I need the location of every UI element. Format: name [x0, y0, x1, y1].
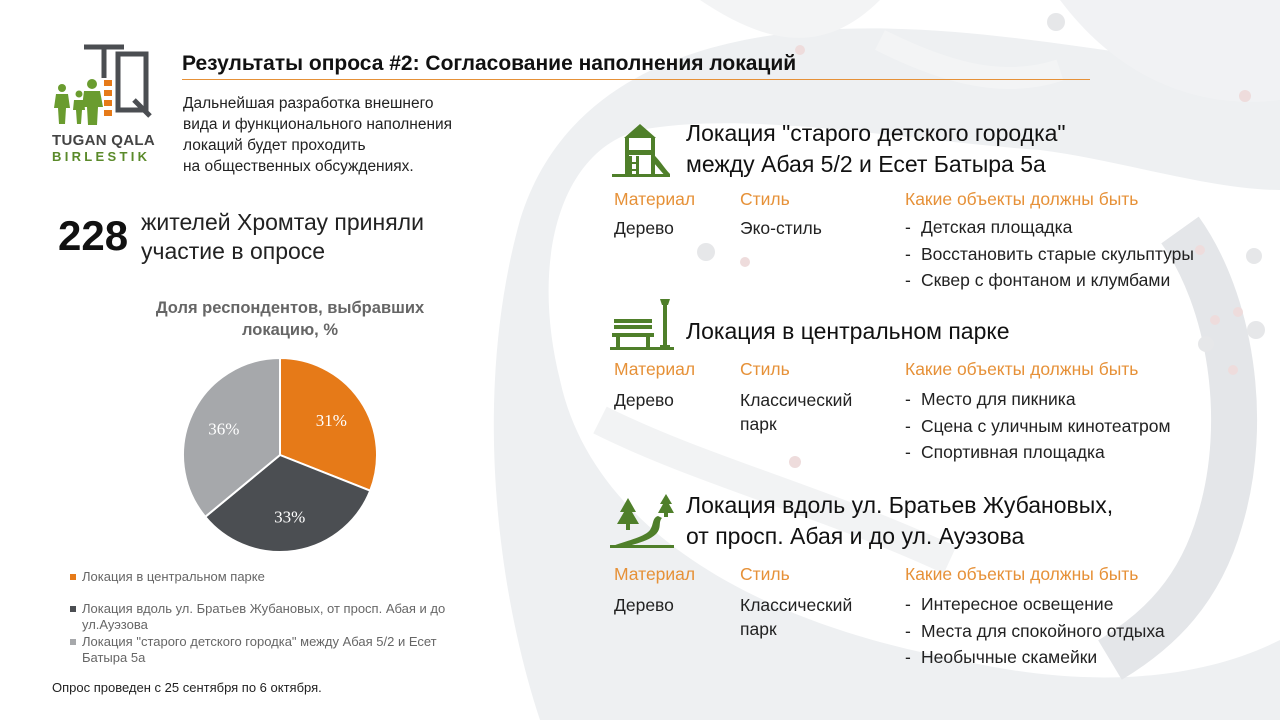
intro-line: локаций будет проходить — [183, 137, 366, 154]
pie-data-label: 31% — [316, 411, 347, 430]
intro-line: вида и функционального наполнения — [183, 116, 453, 133]
chart-title-line: Доля респондентов, выбравших — [155, 299, 425, 317]
legend-label: Батыра 5а — [82, 650, 146, 665]
list-item: Места для спокойного отдыха — [905, 621, 1165, 648]
list-item: Необычные скамейки — [905, 647, 1165, 674]
respondent-caption-line: жителей Хромтау приняли — [141, 209, 424, 235]
material-text: Дерево — [614, 595, 674, 615]
objects-header: Какие объекты должны быть — [905, 359, 1139, 379]
logo-text-tugan-qala: TUGAN QALA — [52, 132, 155, 149]
pie-data-label: 33% — [274, 507, 305, 526]
chart-title-line: локацию, % — [242, 321, 338, 339]
legend-swatch — [70, 574, 76, 580]
material-value: Дерево — [614, 593, 674, 617]
legend-item-zhubanov-street: Локация вдоль ул. Братьев Жубановых, от … — [70, 601, 445, 633]
list-item: Место для пикника — [905, 389, 1171, 416]
park-bench-icon — [610, 299, 674, 350]
legend-item-old-playground: Локация "старого детского городка" между… — [70, 634, 437, 666]
respondent-count: 228 — [58, 212, 129, 259]
legend-swatch — [70, 606, 76, 612]
location-title-line: Локация "старого детского городка" — [686, 120, 1066, 146]
objects-list: Интересное освещение Места для спокойног… — [905, 594, 1165, 674]
forest-road-icon — [610, 494, 674, 548]
style-header: Стиль — [740, 564, 790, 584]
legend-label: Локация "старого детского городка" между… — [82, 634, 437, 649]
style-value: Эко-стиль — [740, 216, 822, 240]
survey-dates-footnote: Опрос проведен с 25 сентября по 6 октябр… — [52, 680, 322, 695]
page-title: Результаты опроса #2: Согласование напол… — [182, 52, 797, 75]
location-title-central-park: Локация в центральном парке — [686, 316, 1010, 347]
pie-slice-zhubanov-street — [203, 453, 372, 553]
pie-slice-central-park — [279, 356, 378, 493]
location-title-line: Локация вдоль ул. Братьев Жубановых, — [686, 492, 1114, 518]
chart-title: Доля респондентов, выбравших локацию, % — [90, 297, 490, 341]
material-text: Дерево — [614, 390, 674, 410]
style-text: парк — [740, 619, 777, 639]
style-header: Стиль — [740, 359, 790, 379]
style-value: Классический парк — [740, 593, 852, 641]
style-text: Классический — [740, 595, 853, 615]
material-value: Дерево — [614, 216, 674, 240]
list-item: Сквер с фонтаном и клумбами — [905, 270, 1194, 297]
style-header: Стиль — [740, 189, 790, 209]
objects-list: Детская площадка Восстановить старые ску… — [905, 217, 1194, 297]
respondent-caption: жителей Хромтау приняли участие в опросе — [141, 208, 424, 266]
style-text: Эко-стиль — [740, 218, 822, 238]
style-value: Классический парк — [740, 388, 852, 436]
intro-line: Дальнейшая разработка внешнего — [183, 95, 434, 112]
legend-label: ул.Ауэзова — [82, 617, 148, 632]
respondent-caption-line: участие в опросе — [141, 238, 326, 264]
intro-text: Дальнейшая разработка внешнего вида и фу… — [183, 93, 533, 177]
objects-list: Место для пикника Сцена с уличным киноте… — [905, 389, 1171, 469]
location-title-line: между Абая 5/2 и Есет Батыра 5а — [686, 151, 1046, 177]
style-text: Классический — [740, 390, 853, 410]
legend-label: Локация вдоль ул. Братьев Жубановых, от … — [82, 601, 446, 616]
location-title-old-playground: Локация "старого детского городка" между… — [686, 118, 1066, 180]
legend-item-central-park: Локация в центральном парке — [70, 569, 265, 585]
material-header: Материал — [614, 189, 696, 209]
list-item: Интересное освещение — [905, 594, 1165, 621]
objects-header: Какие объекты должны быть — [905, 564, 1139, 584]
pie-data-label: 36% — [208, 420, 239, 439]
legend-swatch — [70, 639, 76, 645]
logo-text-birlestik: BIRLESTIK — [52, 149, 151, 164]
list-item: Спортивная площадка — [905, 442, 1171, 469]
title-divider — [182, 79, 1090, 80]
list-item: Сцена с уличным кинотеатром — [905, 416, 1171, 443]
location-title-zhubanov-street: Локация вдоль ул. Братьев Жубановых, от … — [686, 490, 1113, 552]
tugan-qala-logo — [54, 44, 152, 125]
list-item: Восстановить старые скульптуры — [905, 244, 1194, 271]
location-title-line: Локация в центральном парке — [686, 318, 1010, 344]
material-header: Материал — [614, 359, 696, 379]
material-header: Материал — [614, 564, 696, 584]
style-text: парк — [740, 414, 777, 434]
objects-header: Какие объекты должны быть — [905, 189, 1139, 209]
legend-label: Локация в центральном парке — [82, 569, 265, 584]
pie-slice-old-playground — [182, 356, 281, 519]
material-text: Дерево — [614, 218, 674, 238]
pie-chart: 31% 33% 36% — [182, 356, 378, 553]
intro-line: на общественных обсуждениях. — [183, 158, 414, 175]
list-item: Детская площадка — [905, 217, 1194, 244]
location-title-line: от просп. Абая и до ул. Ауэзова — [686, 523, 1025, 549]
material-value: Дерево — [614, 388, 674, 412]
playground-icon — [612, 124, 670, 177]
